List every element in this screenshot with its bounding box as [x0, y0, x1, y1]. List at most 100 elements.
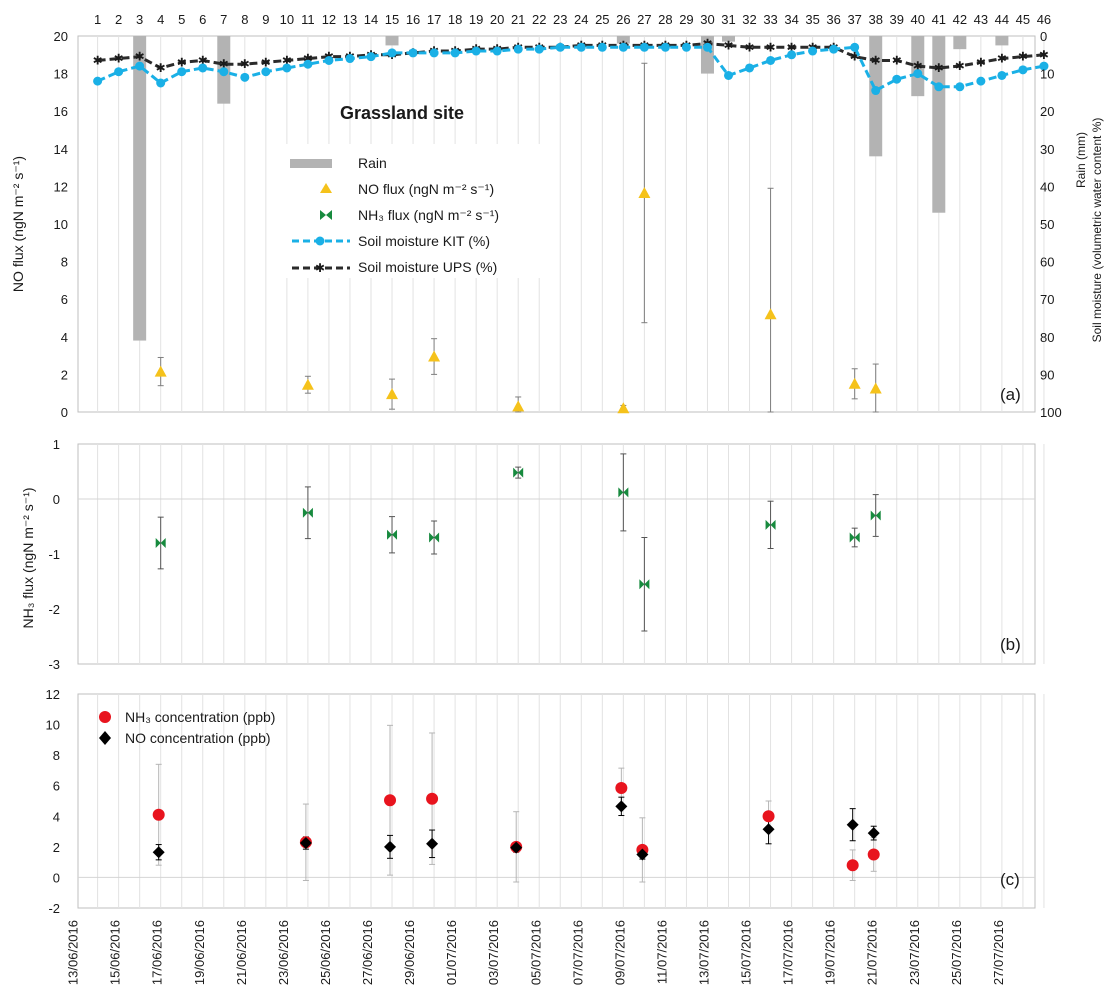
top-axis-tick-label: 20 — [490, 12, 504, 27]
date-tick-label: 21/06/2016 — [234, 920, 249, 985]
soil-moisture-kit-point — [1018, 65, 1028, 75]
panel-a-left-tick-label: 14 — [54, 142, 68, 157]
soil-moisture-kit-point — [135, 61, 145, 71]
panel-b-tick-label: 1 — [53, 437, 60, 452]
panel-a-right-tick-label: 50 — [1040, 217, 1054, 232]
nh3-concentration-point — [615, 782, 628, 795]
chart-title: Grassland site — [340, 103, 464, 123]
date-tick-label: 15/06/2016 — [108, 920, 123, 985]
panel-b-tick-label: 0 — [53, 492, 60, 507]
soil-moisture-ups-point: ✱ — [93, 53, 103, 67]
panel-c-tick-label: 2 — [53, 840, 60, 855]
soil-moisture-ups-point: ✱ — [913, 59, 923, 73]
rain-bar — [995, 36, 1009, 46]
soil-moisture-kit-point — [681, 42, 691, 52]
no-concentration-point — [152, 846, 165, 859]
top-axis-tick-label: 8 — [241, 12, 248, 27]
no-flux-point — [301, 378, 314, 390]
panel-c-tick-label: 0 — [53, 870, 60, 885]
panel-b-axis-label: NH₃ flux (ngN m⁻² s⁻¹) — [20, 487, 36, 628]
soil-moisture-kit-point — [303, 59, 313, 69]
panel-a-right-tick-label: 100 — [1040, 405, 1062, 420]
soil-moisture-kit-point — [597, 42, 607, 52]
panel-a-right-tick-label: 20 — [1040, 104, 1054, 119]
no-flux-point — [386, 388, 399, 400]
soil-moisture-ups-point: ✱ — [282, 53, 292, 67]
soil-moisture-ups-point: ✱ — [261, 55, 271, 69]
nh3-flux-point — [387, 529, 393, 540]
soil-moisture-ups-point: ✱ — [1039, 48, 1049, 62]
soil-moisture-kit-point — [177, 67, 187, 77]
legend-rain-label: Rain — [358, 155, 387, 171]
top-axis-tick-label: 30 — [700, 12, 714, 27]
top-axis-tick-label: 42 — [953, 12, 967, 27]
no-concentration-point — [426, 837, 439, 850]
date-tick-label: 17/06/2016 — [150, 920, 165, 985]
legend-rain-swatch — [290, 159, 332, 168]
soil-moisture-kit-point — [492, 46, 502, 56]
panel-a-left-tick-label: 8 — [61, 255, 68, 270]
panel-a-left-tick-label: 10 — [54, 217, 68, 232]
panel-a-right-tick-label: 10 — [1040, 67, 1054, 82]
tick-labels: 1 2 3 4 5 6 7 8 9 10 11 12 13 14 15 16 17 18 19 20 21 22 23 24 2… — [46, 12, 1062, 985]
legend-ups-marker: ✱ — [315, 261, 325, 275]
no-flux-point — [154, 365, 167, 377]
top-axis-tick-label: 27 — [637, 12, 651, 27]
rain-bar — [722, 36, 735, 42]
nh3-flux-point — [870, 510, 876, 521]
legend-no-conc-label: NO concentration (ppb) — [125, 730, 271, 746]
panel-b-frame — [77, 443, 1036, 665]
no-concentration-point — [867, 827, 880, 840]
no-flux-point — [638, 186, 651, 198]
no-concentration-point — [384, 840, 397, 853]
soil-moisture-kit-point — [976, 76, 986, 86]
top-axis-tick-label: 40 — [911, 12, 925, 27]
nh3-flux-point — [875, 510, 881, 521]
legend-no-conc-marker — [99, 731, 111, 745]
soil-moisture-kit-point — [387, 48, 397, 58]
top-axis-tick-label: 45 — [1016, 12, 1030, 27]
legend-nh3-conc-label: NH₃ concentration (ppb) — [125, 709, 275, 725]
nh3-flux-point — [429, 532, 435, 543]
no-concentration-point — [615, 800, 628, 813]
soil-moisture-kit-point — [829, 44, 839, 54]
nh3-concentration-point — [867, 848, 880, 861]
top-axis-tick-label: 29 — [679, 12, 693, 27]
soil-moisture-kit-point — [219, 67, 229, 77]
top-axis-tick-label: 14 — [364, 12, 378, 27]
soil-moisture-kit-point — [724, 70, 733, 80]
soil-moisture-kit-point — [345, 54, 355, 64]
panel-a-label: (a) — [1000, 385, 1021, 404]
soil-moisture-kit-point — [429, 48, 439, 58]
date-tick-label: 07/07/2016 — [570, 920, 585, 985]
panel-a-left-tick-label: 12 — [54, 179, 68, 194]
top-axis-tick-label: 1 — [94, 12, 101, 27]
panel-a-right-tick-label: 30 — [1040, 142, 1054, 157]
date-tick-label: 17/07/2016 — [781, 920, 796, 985]
top-axis-tick-label: 38 — [868, 12, 882, 27]
soil-moisture-kit-point — [534, 44, 544, 54]
no-flux-point — [848, 377, 861, 389]
panel-a-frame — [77, 35, 1036, 413]
date-tick-label: 01/07/2016 — [444, 920, 459, 985]
nh3-flux-point — [434, 532, 440, 543]
nh3-concentration-point — [152, 808, 165, 821]
soil-moisture-ups-point: ✱ — [871, 53, 881, 67]
soil-moisture-kit-point — [513, 44, 523, 54]
top-axis-tick-label: 3 — [136, 12, 143, 27]
legend-no-flux-marker — [320, 183, 332, 193]
soil-moisture-ups-point: ✱ — [135, 50, 145, 64]
nh3-flux-point — [854, 532, 860, 543]
soil-moisture-kit-point — [261, 67, 271, 77]
panel-b-tick-label: -1 — [48, 547, 60, 562]
date-tick-label: 13/06/2016 — [66, 920, 81, 985]
soil-moisture-kit-point — [555, 42, 565, 52]
legend-c: NH₃ concentration (ppb) NO concentration… — [99, 709, 275, 746]
top-axis-tick-label: 31 — [721, 12, 735, 27]
soil-moisture-ups-point: ✱ — [156, 61, 166, 75]
rain-bar — [385, 36, 399, 46]
panel-a-left-tick-label: 0 — [61, 405, 68, 420]
soil-moisture-kit-point — [576, 42, 586, 52]
top-axis-tick-label: 24 — [574, 12, 588, 27]
legend-nh3-flux-marker — [320, 210, 332, 220]
